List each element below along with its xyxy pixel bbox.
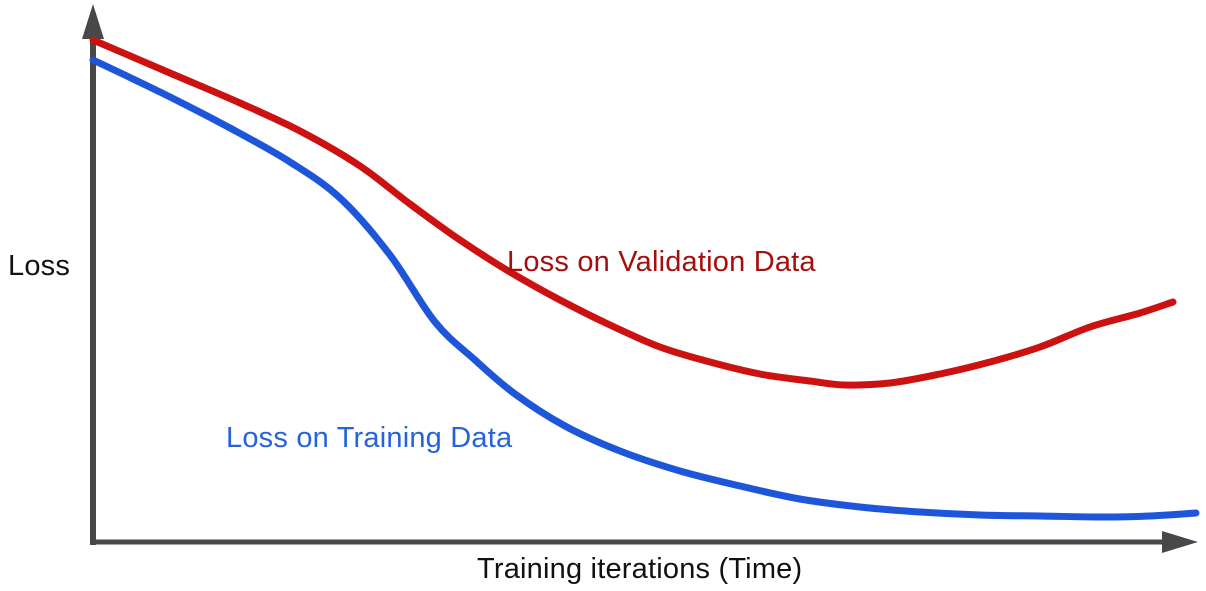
y-axis-label: Loss xyxy=(8,250,71,282)
validation-loss-series-label: Loss on Validation Data xyxy=(507,246,816,278)
training-loss-series-label: Loss on Training Data xyxy=(226,422,513,454)
y-axis-arrowhead xyxy=(82,4,104,39)
loss-on-training-data-curve xyxy=(89,56,1200,521)
x-axis-label: Training iterations (Time) xyxy=(477,553,803,585)
loss-on-validation-data-curve xyxy=(89,36,1177,389)
x-axis-arrowhead xyxy=(1162,531,1198,553)
